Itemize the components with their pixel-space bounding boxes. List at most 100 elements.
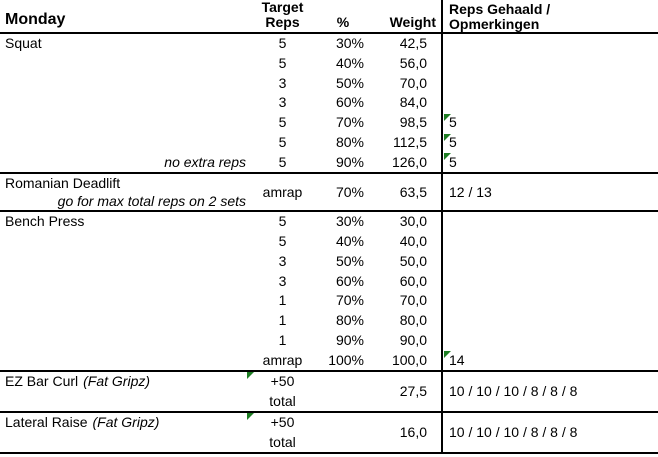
cell-percent[interactable]: 70% xyxy=(335,114,364,131)
cell-percent[interactable]: 70% xyxy=(335,183,364,200)
cell-percent[interactable]: 70% xyxy=(335,292,364,309)
cell-percent[interactable]: 100% xyxy=(328,351,364,368)
cell-weight[interactable]: 42,5 xyxy=(399,35,427,52)
cell-row-note[interactable]: no extra reps xyxy=(164,153,246,170)
cell-percent[interactable]: 50% xyxy=(335,74,364,91)
column-header-target-reps[interactable]: Target Reps xyxy=(247,0,318,32)
cell-reps-gehaald[interactable] xyxy=(443,311,658,331)
cell-weight[interactable]: 98,5 xyxy=(399,114,427,131)
cell-reps-gehaald[interactable] xyxy=(443,331,658,351)
cell-target-reps[interactable]: 5 xyxy=(278,133,287,150)
cell-exercise-note[interactable]: go for max total reps on 2 sets xyxy=(57,192,246,209)
cell-percent[interactable]: 60% xyxy=(335,272,364,289)
cell-weight[interactable]: 70,0 xyxy=(399,74,427,91)
column-header-percent[interactable]: % xyxy=(336,14,350,30)
section-lateral-raise: Lateral Raise (Fat Gripz) +50 total 16,0 10 /… xyxy=(0,413,658,454)
cell-reps-gehaald[interactable]: 12 / 13 xyxy=(443,174,658,210)
cell-weight[interactable]: 112,5 xyxy=(393,133,427,150)
cell-reps-gehaald[interactable] xyxy=(443,291,658,311)
cell-percent[interactable]: 40% xyxy=(335,233,364,250)
cell-percent[interactable]: 40% xyxy=(335,55,364,72)
comment-flag-icon xyxy=(444,133,451,141)
cell-reps-gehaald[interactable]: 5 xyxy=(443,133,658,153)
cell-reps-gehaald[interactable]: 5 xyxy=(443,152,658,172)
sheet-title-cell[interactable]: Monday xyxy=(5,11,66,28)
cell-target-reps[interactable]: 5 xyxy=(278,153,287,170)
cell-weight[interactable]: 84,0 xyxy=(399,94,427,111)
cell-target-reps[interactable]: amrap xyxy=(262,351,303,368)
cell-weight[interactable]: 30,0 xyxy=(399,213,427,230)
cell-target-reps[interactable]: 5 xyxy=(278,35,287,52)
cell-reps-gehaald[interactable] xyxy=(443,271,658,291)
section-romanian-deadlift: Romanian Deadlift go for max total reps o… xyxy=(0,174,658,212)
cell-target-reps[interactable]: 3 xyxy=(278,252,287,269)
cell-percent[interactable]: 90% xyxy=(335,331,364,348)
cell-weight[interactable]: 80,0 xyxy=(399,312,427,329)
cell-exercise[interactable]: Squat xyxy=(5,35,42,52)
cell-target-total[interactable]: total xyxy=(269,392,296,409)
cell-target-reps[interactable]: 5 xyxy=(278,233,287,250)
cell-exercise[interactable]: Lateral Raise (Fat Gripz) xyxy=(0,413,247,433)
cell-target-reps[interactable]: 1 xyxy=(278,331,287,348)
cell-reps-gehaald[interactable] xyxy=(443,73,658,93)
cell-reps-gehaald[interactable] xyxy=(443,232,658,252)
cell-exercise[interactable]: Bench Press xyxy=(5,213,85,230)
cell-percent[interactable]: 90% xyxy=(335,153,364,170)
cell-percent[interactable]: 30% xyxy=(335,213,364,230)
reps-value: 12 / 13 xyxy=(449,183,492,200)
cell-weight[interactable]: 56,0 xyxy=(399,55,427,72)
cell-percent[interactable]: 80% xyxy=(335,312,364,329)
cell-reps-gehaald[interactable]: 10 / 10 / 10 / 8 / 8 / 8 xyxy=(443,413,658,452)
cell-target-reps[interactable]: 3 xyxy=(278,272,287,289)
cell-weight[interactable]: 16,0 xyxy=(399,424,427,440)
cell-weight[interactable]: 60,0 xyxy=(399,272,427,289)
cell-percent[interactable]: 50% xyxy=(335,252,364,269)
cell-target-reps[interactable]: 5 xyxy=(278,114,287,131)
cell-target-reps[interactable]: amrap xyxy=(262,183,303,200)
cell-exercise[interactable]: EZ Bar Curl (Fat Gripz) xyxy=(0,372,247,392)
exercise-name: EZ Bar Curl xyxy=(5,373,79,390)
cell-percent[interactable]: 60% xyxy=(335,94,364,111)
cell-reps-gehaald[interactable] xyxy=(443,34,658,54)
reps-header-line2: Opmerkingen xyxy=(449,16,540,32)
cell-weight[interactable]: 63,5 xyxy=(399,183,427,200)
cell-weight[interactable]: 50,0 xyxy=(399,252,427,269)
cell-reps-gehaald[interactable] xyxy=(443,93,658,113)
cell-reps-gehaald[interactable]: 14 xyxy=(443,350,658,370)
reps-value: 10 / 10 / 10 / 8 / 8 / 8 xyxy=(449,383,578,399)
reps-value: 5 xyxy=(449,153,457,170)
cell-weight[interactable]: 40,0 xyxy=(399,233,427,250)
cell-reps-gehaald[interactable] xyxy=(443,252,658,272)
cell-weight[interactable]: 100,0 xyxy=(391,351,427,368)
cell-reps-gehaald[interactable]: 5 xyxy=(443,113,658,133)
cell-target-reps[interactable]: 5 xyxy=(278,55,287,72)
target-header-line2: Reps xyxy=(265,14,300,30)
cell-percent[interactable]: 80% xyxy=(335,133,364,150)
cell-weight[interactable]: 90,0 xyxy=(399,331,427,348)
cell-weight[interactable]: 70,0 xyxy=(399,292,427,309)
comment-flag-icon xyxy=(444,153,451,161)
cell-target-reps[interactable]: 1 xyxy=(278,312,287,329)
reps-value: 10 / 10 / 10 / 8 / 8 / 8 xyxy=(449,424,578,440)
column-header-reps-gehaald[interactable]: Reps Gehaald / Opmerkingen xyxy=(443,0,658,32)
cell-target-total[interactable]: total xyxy=(269,433,296,450)
cell-target-reps[interactable]: 3 xyxy=(278,94,287,111)
cell-reps-gehaald[interactable]: 10 / 10 / 10 / 8 / 8 / 8 xyxy=(443,372,658,411)
column-header-weight[interactable]: Weight xyxy=(389,14,436,30)
cell-target-reps[interactable]: +50 xyxy=(247,372,318,392)
reps-header-line1: Reps Gehaald / xyxy=(449,1,551,17)
cell-target-reps[interactable]: +50 xyxy=(247,413,318,433)
cell-reps-gehaald[interactable] xyxy=(443,212,658,232)
cell-reps-gehaald[interactable] xyxy=(443,54,658,74)
cell-target-reps[interactable]: 5 xyxy=(278,213,287,230)
cell-target-reps[interactable]: 3 xyxy=(278,74,287,91)
cell-weight[interactable]: 27,5 xyxy=(399,383,427,399)
comment-flag-icon xyxy=(247,372,254,379)
cell-target-reps[interactable]: 1 xyxy=(278,292,287,309)
table-body: Squat 5 30% 42,5 5 40% 56,0 3 50% 70,0 3 60% 84,0 5 70… xyxy=(0,34,658,454)
cell-exercise[interactable]: Romanian Deadlift xyxy=(5,174,121,191)
cell-percent[interactable]: 30% xyxy=(335,35,364,52)
cell-weight[interactable]: 126,0 xyxy=(391,153,427,170)
section-ez-bar-curl: EZ Bar Curl (Fat Gripz) +50 total 27,5 10 / 1… xyxy=(0,372,658,413)
